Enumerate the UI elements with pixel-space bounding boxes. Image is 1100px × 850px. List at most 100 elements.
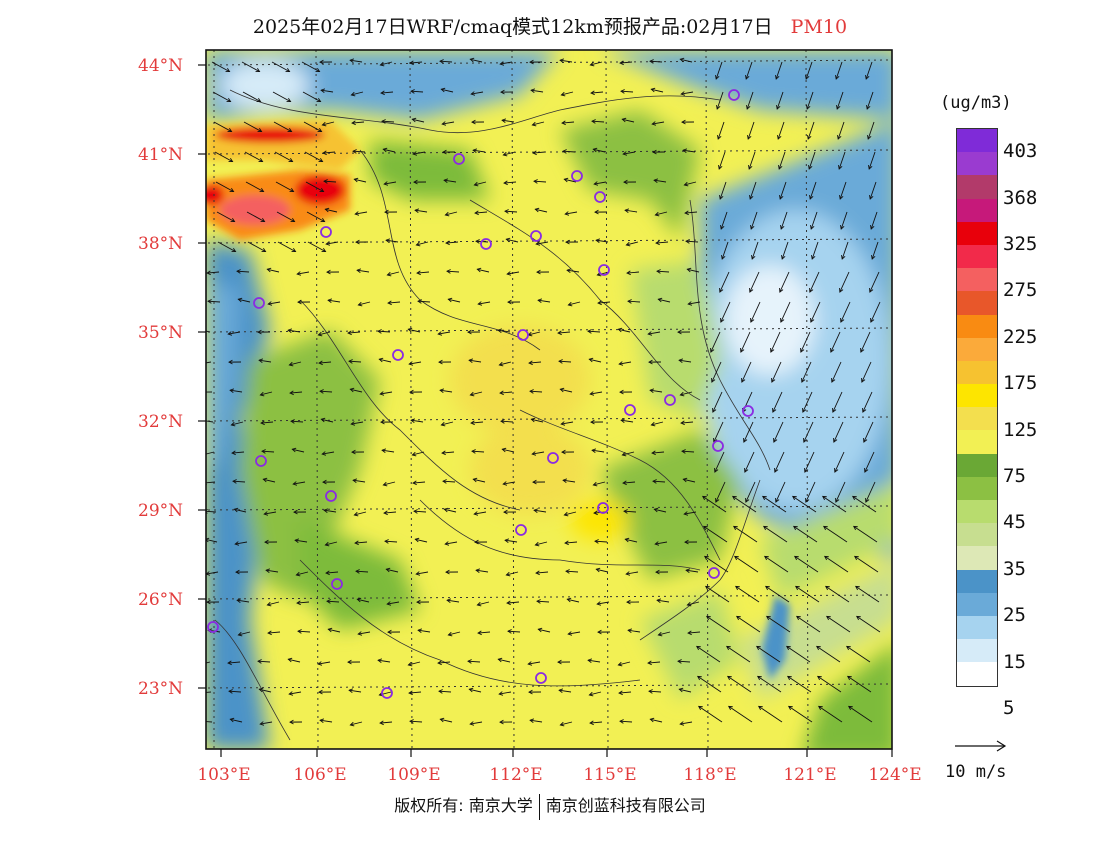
wind-arrow <box>561 91 574 96</box>
wind-arrowhead <box>590 90 595 96</box>
wind-arrowhead <box>720 225 725 230</box>
wind-arrow <box>288 329 301 333</box>
wind-arrowhead <box>748 165 753 170</box>
wind-arrow <box>590 61 603 66</box>
wind-arrow <box>382 449 395 453</box>
wind-arrowhead <box>467 659 472 664</box>
wind-arrow <box>591 91 604 94</box>
wind-arrowhead <box>379 720 384 726</box>
wind-arrowhead <box>786 675 792 681</box>
wind-arrow <box>383 148 396 153</box>
wind-arrow <box>591 120 605 123</box>
wind-arrowhead <box>259 187 265 193</box>
wind-arrowhead <box>439 59 444 64</box>
wind-arrow <box>326 241 339 245</box>
wind-arrowhead <box>560 91 566 97</box>
wind-arrow <box>268 631 281 634</box>
wind-arrow <box>750 301 761 323</box>
wind-arrow <box>531 89 544 93</box>
wind-arrow <box>802 391 813 413</box>
wind-arrow <box>471 91 484 95</box>
wind-arrowhead <box>259 721 265 726</box>
lon-label-106: 106°E <box>293 765 347 785</box>
lon-label-121: 121°E <box>783 765 837 785</box>
wind-arrowhead <box>473 181 479 187</box>
wind-arrow <box>805 61 813 80</box>
wind-arrow <box>811 241 819 260</box>
wind-arrowhead <box>719 195 724 200</box>
wind-arrow <box>413 151 426 155</box>
legend-tick-label: 5 <box>1003 697 1015 719</box>
wind-arrowhead <box>357 301 363 307</box>
wind-arrow <box>597 601 610 605</box>
wind-arrow <box>728 706 753 723</box>
wind-arrowhead <box>593 510 598 516</box>
wind-arrow <box>417 300 431 303</box>
city-marker <box>597 502 609 514</box>
wind-arrow <box>710 331 721 353</box>
wind-arrowhead <box>529 389 534 394</box>
wind-arrowhead <box>623 509 628 514</box>
wind-arrowhead <box>437 660 442 666</box>
wind-arrow <box>357 269 370 273</box>
wind-arrowhead <box>682 477 688 483</box>
wind-arrowhead <box>506 600 511 606</box>
city-marker <box>712 440 724 452</box>
wind-arrow <box>562 150 576 153</box>
wind-arrowhead <box>323 508 329 513</box>
wind-arrow <box>273 121 292 132</box>
wind-arrowhead <box>587 658 593 663</box>
pollutant-label: PM10 <box>790 16 848 38</box>
wind-arrow <box>357 598 370 603</box>
lon-label-115: 115°E <box>583 765 637 785</box>
wind-arrowhead <box>710 347 715 353</box>
wind-arrow <box>244 151 263 162</box>
wind-arrow <box>439 60 453 63</box>
wind-arrowhead <box>349 721 355 727</box>
wind-arrow <box>446 270 460 273</box>
wind-arrow <box>596 568 609 573</box>
wind-arrowhead <box>851 495 857 501</box>
wind-arrowhead <box>653 507 659 513</box>
wind-arrowhead <box>381 448 387 453</box>
legend-tick-label: 175 <box>1003 372 1038 395</box>
wind-arrowhead <box>231 247 237 253</box>
wind-arrow <box>810 301 821 323</box>
wind-arrow <box>507 271 520 275</box>
wind-arrowhead <box>779 287 784 293</box>
lon-label-118: 118°E <box>683 765 737 785</box>
wind-arrowhead <box>792 525 798 531</box>
city-marker <box>480 238 492 250</box>
wind-arrowhead <box>291 247 297 253</box>
wind-arrow <box>387 601 400 605</box>
wind-arrowhead <box>255 67 261 73</box>
wind-arrowhead <box>852 525 858 531</box>
wind-arrowhead <box>715 497 720 503</box>
wind-arrowhead <box>561 120 566 126</box>
wind-arrowhead <box>321 121 327 127</box>
wind-arrow <box>417 271 430 274</box>
wind-arrowhead <box>383 510 388 516</box>
wind-arrow <box>863 421 874 443</box>
wind-arrowhead <box>725 645 731 651</box>
wind-arrow <box>536 241 549 245</box>
wind-arrowhead <box>558 359 563 364</box>
wind-arrow <box>267 268 280 273</box>
wind-arrowhead <box>751 255 756 260</box>
wind-arrowhead <box>437 331 443 336</box>
wind-arrow <box>502 448 515 453</box>
wind-arrow <box>259 359 272 363</box>
legend-swatch <box>957 175 997 199</box>
wind-arrow <box>868 151 876 170</box>
wind-arrow <box>538 299 551 303</box>
wind-arrow <box>289 361 302 366</box>
station-markers <box>207 89 754 699</box>
wind-arrow <box>319 361 332 364</box>
wind-arrow <box>206 691 212 693</box>
wind-arrowhead <box>809 287 814 293</box>
wind-arrowhead <box>683 181 689 187</box>
wind-arrowhead <box>793 555 799 561</box>
wind-arrowhead <box>474 539 479 545</box>
wind-arrowhead <box>445 569 450 575</box>
wind-arrowhead <box>410 89 415 94</box>
